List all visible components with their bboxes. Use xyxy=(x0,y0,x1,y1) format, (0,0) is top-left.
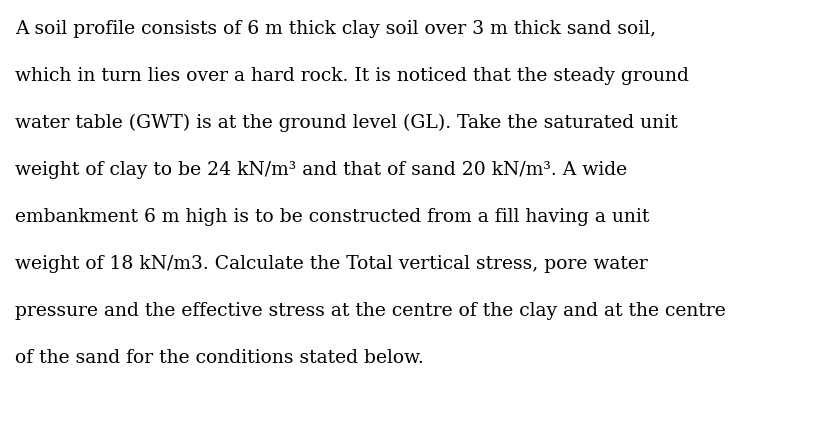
Text: of the sand for the conditions stated below.: of the sand for the conditions stated be… xyxy=(15,349,424,367)
Text: which in turn lies over a hard rock. It is noticed that the steady ground: which in turn lies over a hard rock. It … xyxy=(15,67,689,85)
Text: water table (GWT) is at the ground level (GL). Take the saturated unit: water table (GWT) is at the ground level… xyxy=(15,114,677,132)
Text: pressure and the effective stress at the centre of the clay and at the centre: pressure and the effective stress at the… xyxy=(15,302,726,320)
Text: weight of clay to be 24 kN/m³ and that of sand 20 kN/m³. A wide: weight of clay to be 24 kN/m³ and that o… xyxy=(15,161,627,179)
Text: embankment 6 m high is to be constructed from a fill having a unit: embankment 6 m high is to be constructed… xyxy=(15,208,650,226)
Text: weight of 18 kN/m3. Calculate the Total vertical stress, pore water: weight of 18 kN/m3. Calculate the Total … xyxy=(15,255,648,273)
Text: A soil profile consists of 6 m thick clay soil over 3 m thick sand soil,: A soil profile consists of 6 m thick cla… xyxy=(15,20,656,37)
